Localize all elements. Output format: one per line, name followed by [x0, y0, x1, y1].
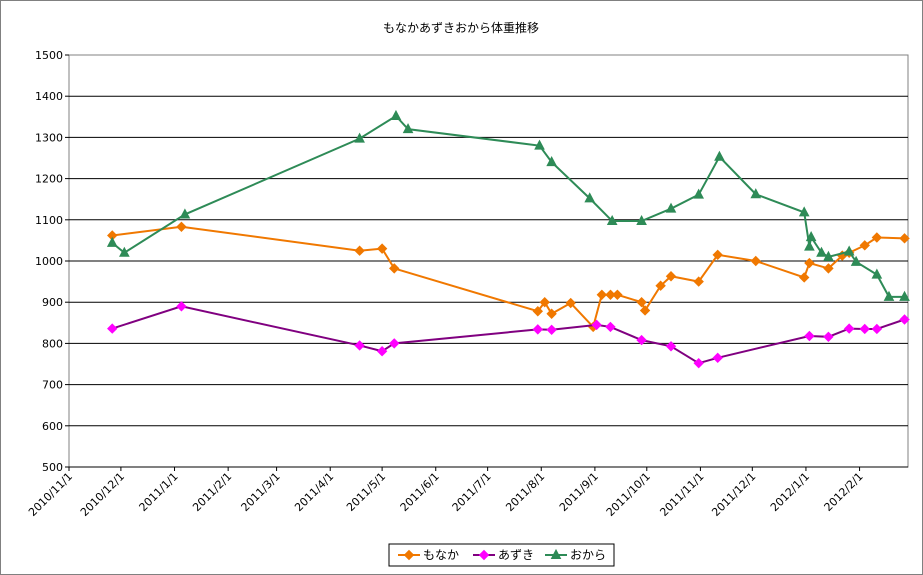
data-point	[376, 243, 388, 254]
data-point	[546, 324, 557, 336]
data-point	[107, 323, 118, 334]
data-point	[636, 214, 647, 226]
y-tick-label: 900	[42, 296, 63, 309]
data-point	[871, 268, 883, 279]
data-point	[883, 290, 895, 301]
data-point	[176, 301, 187, 312]
data-point	[176, 221, 187, 233]
data-point	[534, 139, 545, 150]
data-point	[693, 276, 704, 287]
data-point	[546, 308, 557, 319]
data-point	[665, 202, 677, 213]
series-line	[112, 225, 905, 329]
data-point	[805, 231, 817, 242]
data-point	[596, 289, 608, 300]
legend-box	[388, 543, 615, 567]
data-point	[639, 305, 651, 316]
legend-marker	[550, 548, 562, 559]
data-point	[804, 330, 815, 342]
data-point	[665, 271, 677, 282]
data-point	[119, 246, 130, 257]
data-point	[899, 233, 910, 244]
data-point	[584, 192, 596, 203]
y-tick-label: 700	[42, 379, 63, 392]
data-point	[899, 314, 910, 325]
chart-title: もなかあずきおから体重推移	[383, 21, 539, 35]
data-point	[823, 250, 834, 261]
data-point	[376, 346, 388, 357]
data-point	[693, 357, 704, 369]
data-point	[750, 255, 761, 267]
legend: もなか あずき おから	[388, 543, 615, 567]
series-0	[107, 221, 910, 333]
data-point	[798, 206, 810, 217]
data-point	[823, 331, 834, 343]
data-point	[354, 245, 365, 256]
data-point	[354, 340, 365, 351]
data-point	[843, 245, 855, 256]
y-tick-label: 500	[42, 461, 63, 474]
data-point	[636, 296, 647, 308]
legend-label: もなか	[423, 548, 459, 562]
series-layer	[106, 109, 910, 369]
data-point	[389, 338, 400, 349]
data-point	[859, 323, 870, 335]
data-point	[591, 319, 602, 331]
y-tick-label: 1100	[35, 214, 63, 227]
y-tick-label: 1200	[35, 173, 63, 186]
data-point	[546, 156, 557, 167]
data-point	[655, 280, 666, 291]
data-point	[714, 150, 725, 161]
data-point	[843, 323, 855, 334]
data-point	[389, 263, 400, 274]
legend-marker	[478, 549, 490, 561]
data-point	[179, 208, 191, 219]
data-point	[354, 132, 365, 143]
data-point	[871, 232, 883, 243]
data-point	[606, 214, 618, 226]
legend-entry: おから	[545, 548, 606, 562]
data-point	[532, 324, 544, 335]
data-point	[402, 123, 414, 134]
y-tick-label: 1000	[35, 255, 63, 268]
data-point	[804, 257, 815, 269]
legend-entry: あずき	[473, 548, 534, 562]
data-point	[899, 290, 910, 301]
data-point	[871, 323, 883, 335]
data-point	[816, 246, 827, 257]
legend-label: あずき	[498, 548, 534, 562]
data-point	[712, 249, 723, 261]
data-point	[565, 297, 576, 309]
data-point	[636, 334, 647, 346]
y-tick-label: 800	[42, 337, 63, 350]
data-point	[605, 321, 616, 333]
data-point	[693, 188, 705, 199]
series-1	[107, 301, 910, 369]
data-point	[532, 306, 544, 317]
data-point	[750, 188, 762, 199]
data-point	[712, 352, 723, 364]
legend-marker	[403, 549, 415, 561]
y-tick-label: 600	[42, 420, 63, 433]
data-point	[612, 289, 623, 300]
data-point	[605, 289, 616, 300]
series-2	[106, 109, 910, 301]
y-tick-label: 1500	[35, 49, 63, 62]
data-point	[106, 236, 118, 247]
data-point	[804, 240, 815, 251]
data-point	[823, 263, 834, 274]
legend-entry: もなか	[398, 548, 459, 562]
data-point	[850, 255, 862, 266]
legend-label: おから	[570, 548, 606, 562]
y-tick-label: 1400	[35, 90, 63, 103]
data-point	[539, 296, 550, 308]
data-point	[859, 240, 870, 251]
data-point	[798, 272, 810, 283]
y-tick-label: 1300	[35, 131, 63, 144]
data-point	[390, 109, 402, 120]
data-point	[665, 341, 677, 352]
